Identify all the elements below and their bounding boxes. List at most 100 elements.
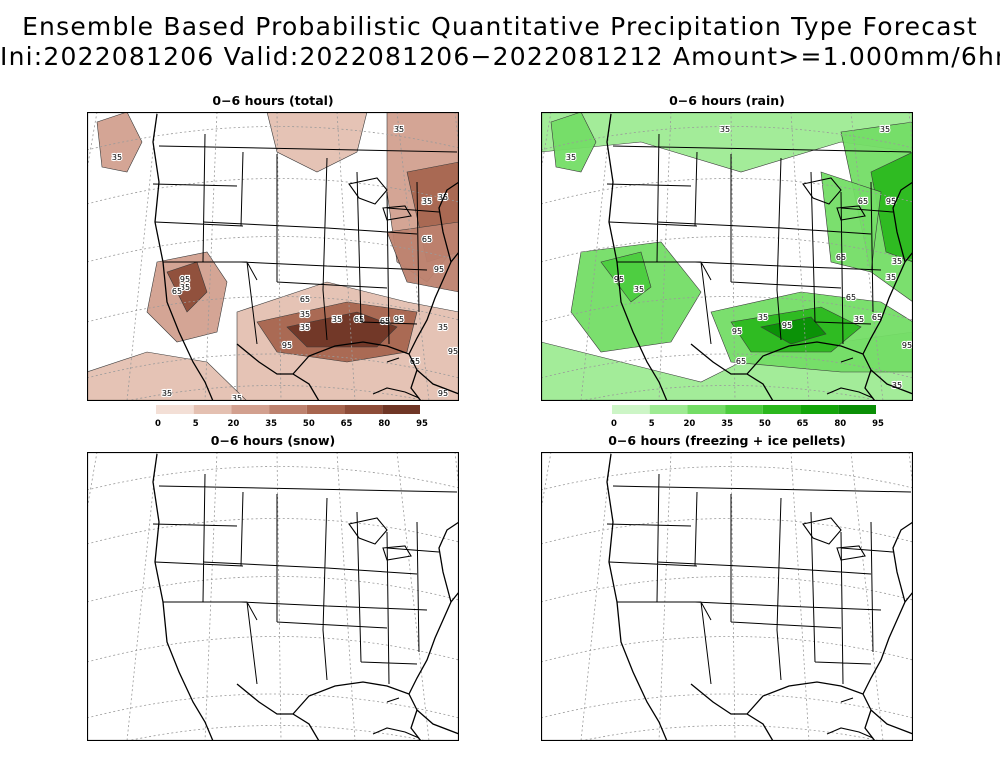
graticule-line xyxy=(204,112,218,401)
graticule-line xyxy=(541,353,913,379)
caribbean-islands xyxy=(372,697,420,739)
total-legend-label: 0 xyxy=(155,419,161,428)
legend-total: 0 5 20 35 50 65 80 95 xyxy=(155,405,428,428)
contour-label: 65 xyxy=(354,315,364,324)
contour-label: 95 xyxy=(732,327,742,336)
graticule-line xyxy=(580,112,612,401)
total-legend-label: 5 xyxy=(193,419,199,428)
contour-label: 35 xyxy=(300,323,310,332)
contour-label: 95 xyxy=(902,341,912,350)
coastline xyxy=(606,453,913,741)
graticule-line xyxy=(541,636,913,663)
panel-frame xyxy=(541,112,913,401)
graticule-line xyxy=(541,466,913,491)
contour-label: 35 xyxy=(758,313,768,322)
legend-rain: 0 5 20 35 50 65 80 95 xyxy=(611,405,884,428)
graticule-line xyxy=(730,112,736,401)
total-legend-swatch xyxy=(156,405,194,414)
rain-legend-label: 0 xyxy=(611,419,617,428)
contour-label: 65 xyxy=(300,295,310,304)
panel-frame xyxy=(87,452,459,741)
probability-contour xyxy=(550,112,597,173)
graticule-line xyxy=(730,452,736,741)
panel-title-total: 0−6 hours (total) xyxy=(212,93,334,108)
rain-legend-label: 95 xyxy=(872,419,884,428)
total-legend-swatch xyxy=(344,405,383,414)
panel-frame xyxy=(541,452,913,741)
total-legend-label: 65 xyxy=(341,419,353,428)
contour-label: 65 xyxy=(858,197,868,206)
contour-label: 35 xyxy=(880,125,890,134)
total-legend-label: 35 xyxy=(265,419,277,428)
probability-contour xyxy=(87,351,248,401)
contour-label: 35 xyxy=(892,381,902,390)
graticule-line xyxy=(87,518,459,545)
graticule-line xyxy=(126,452,158,741)
rain-legend-label: 20 xyxy=(684,419,696,428)
contour-label: 65 xyxy=(872,313,882,322)
graticule-line xyxy=(87,353,459,379)
rain-legend-swatch xyxy=(725,405,763,414)
base-map xyxy=(87,112,459,401)
contour-label: 65 xyxy=(736,357,746,366)
rain-legend-swatch xyxy=(687,405,726,414)
contour-label: 35 xyxy=(180,283,190,292)
rain-legend-label: 50 xyxy=(759,419,771,428)
contour-label: 95 xyxy=(448,347,458,356)
contour-label: 95 xyxy=(782,321,792,330)
probability-contour xyxy=(870,151,913,263)
rain-legend-swatch xyxy=(838,405,876,414)
state-borders xyxy=(152,133,458,345)
graticule-line xyxy=(336,112,356,401)
contour-label: 35 xyxy=(422,197,432,206)
caribbean-islands xyxy=(826,357,874,399)
panel-title-freezing: 0−6 hours (freezing + ice pellets) xyxy=(608,433,846,448)
contour-label: 65 xyxy=(422,235,432,244)
graticule-line xyxy=(87,112,98,173)
rain-legend-swatch xyxy=(612,405,650,414)
caribbean-islands xyxy=(826,697,874,739)
contour-label: 95 xyxy=(180,275,190,284)
graticule-line xyxy=(204,452,218,741)
graticule-line xyxy=(87,236,459,263)
graticule-line xyxy=(336,452,356,741)
graticule-line xyxy=(126,385,428,401)
rain-legend-label: 80 xyxy=(834,419,846,428)
state-borders xyxy=(606,473,912,685)
map-panel-snow xyxy=(87,452,459,741)
contour-label: 95 xyxy=(438,389,448,398)
contour-label: 65 xyxy=(836,253,846,262)
caribbean-islands xyxy=(372,357,420,399)
graticule-line xyxy=(580,385,882,401)
graticule-line xyxy=(396,452,430,741)
rain-legend-swatch xyxy=(800,405,839,414)
total-legend-swatch xyxy=(231,405,270,414)
base-map xyxy=(541,112,913,401)
graticule-line xyxy=(850,112,884,401)
graticule-line xyxy=(790,112,810,401)
contour-label: 35 xyxy=(438,323,448,332)
coastline xyxy=(152,113,459,401)
graticule-line xyxy=(790,452,810,741)
total-legend-label: 20 xyxy=(228,419,240,428)
graticule-line xyxy=(87,178,459,205)
base-map xyxy=(541,452,913,741)
probability-contour xyxy=(286,311,398,348)
chart-subtitle: Ini:2022081206 Valid:2022081206−20220812… xyxy=(0,42,1000,71)
contour-label: 35 xyxy=(634,285,644,294)
total-probability-field xyxy=(87,112,459,401)
rain-legend-label: 65 xyxy=(797,419,809,428)
graticule-line xyxy=(541,452,552,513)
total-legend-swatch xyxy=(193,405,232,414)
contour-label: 35 xyxy=(112,153,122,162)
contour-label: 35 xyxy=(720,125,730,134)
graticule-line xyxy=(126,112,158,401)
graticule-line xyxy=(541,518,913,545)
base-map xyxy=(87,452,459,741)
graticule-line xyxy=(276,112,282,401)
contour-label: 95 xyxy=(282,341,292,350)
total-legend-label: 80 xyxy=(378,419,390,428)
graticule-line xyxy=(87,452,98,513)
